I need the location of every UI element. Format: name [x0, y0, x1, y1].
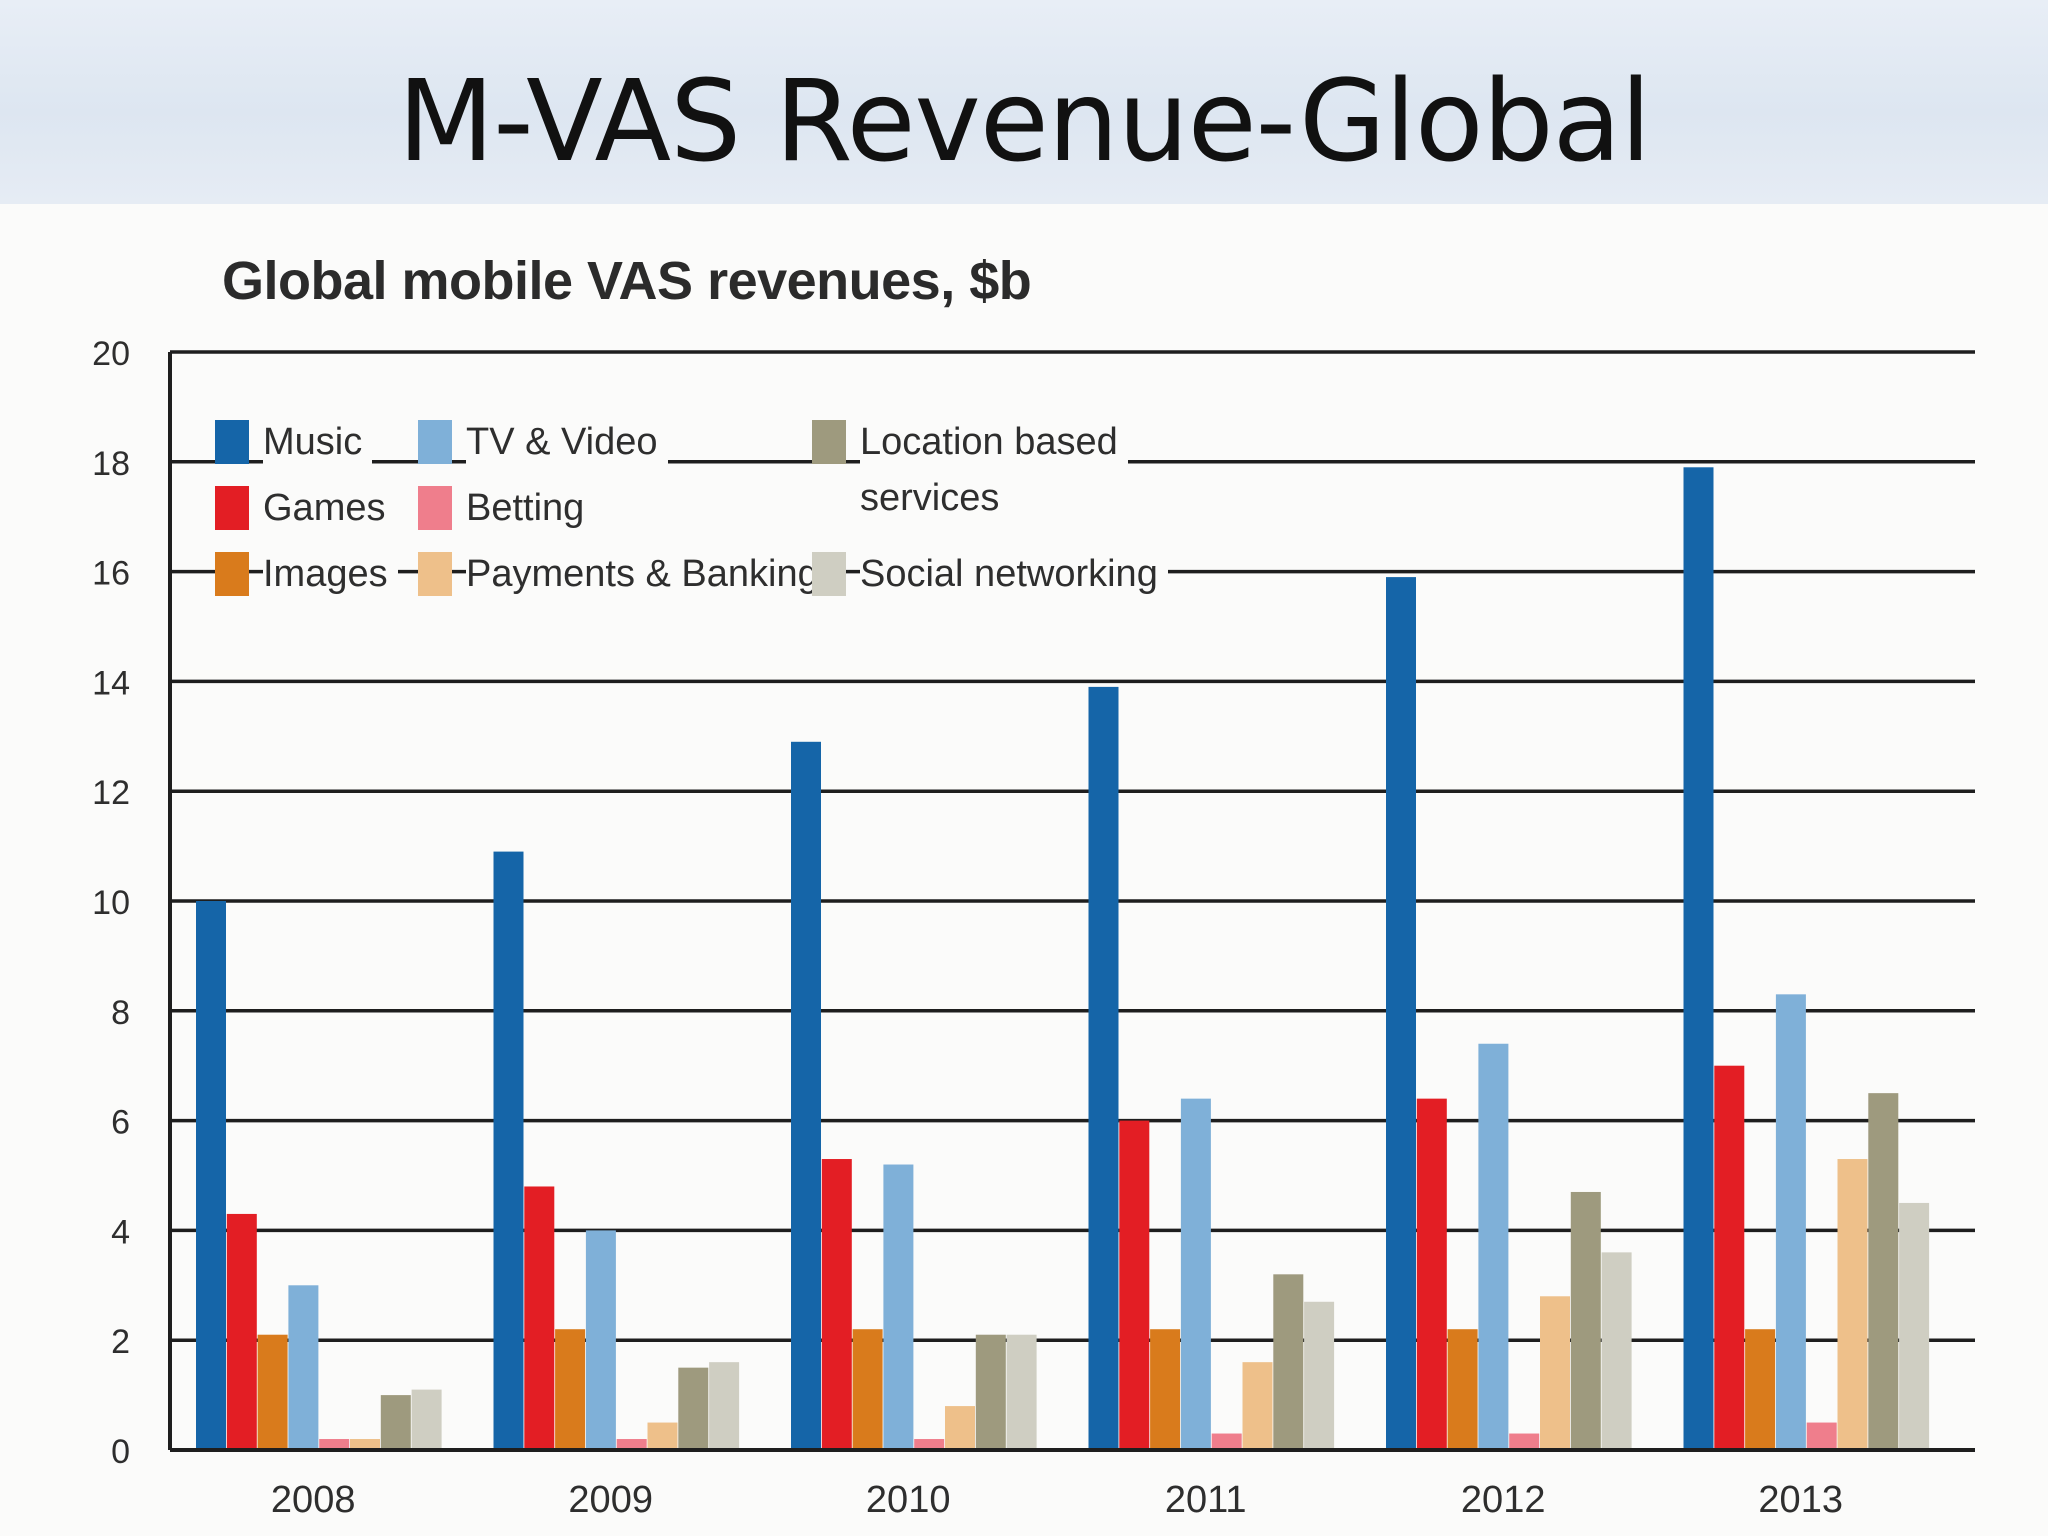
bar-payments-banking-2010 — [945, 1406, 975, 1448]
x-tick-label: 2010 — [866, 1479, 951, 1521]
bar-images-2011 — [1150, 1329, 1181, 1448]
slide-header: M-VAS Revenue-Global — [0, 0, 2048, 204]
bar-tv-video-2008 — [288, 1285, 319, 1448]
y-tick-label: 8 — [111, 994, 130, 1032]
bar-social-networking-2011 — [1304, 1301, 1335, 1448]
bar-tv-video-2009 — [585, 1230, 616, 1448]
x-tick-label: 2008 — [271, 1479, 356, 1521]
bar-games-2011 — [1119, 1120, 1150, 1448]
y-tick-label: 12 — [92, 774, 130, 812]
bar-tv-video-2012 — [1478, 1043, 1509, 1448]
bar-music-2013 — [1683, 467, 1714, 1448]
bar-social-networking-2012 — [1601, 1252, 1632, 1448]
bar-betting-2009 — [616, 1439, 647, 1448]
bar-betting-2011 — [1211, 1433, 1242, 1448]
bar-games-2012 — [1416, 1098, 1447, 1448]
bar-tv-video-2013 — [1775, 994, 1806, 1448]
y-tick-label: 0 — [111, 1433, 130, 1471]
bar-images-2010 — [852, 1329, 883, 1448]
bar-music-2012 — [1386, 577, 1416, 1448]
x-tick-label: 2011 — [1165, 1479, 1247, 1521]
chart-title: Global mobile VAS revenues, $b — [222, 251, 1032, 311]
bar-payments-banking-2008 — [350, 1439, 380, 1448]
bar-payments-banking-2012 — [1540, 1296, 1570, 1448]
bar-music-2010 — [791, 741, 821, 1448]
bar-images-2009 — [555, 1329, 586, 1448]
bar-social-networking-2009 — [709, 1362, 740, 1448]
bar-social-networking-2010 — [1006, 1334, 1037, 1448]
y-tick-label: 10 — [92, 884, 130, 922]
bar-betting-2013 — [1806, 1422, 1837, 1448]
x-tick-label: 2013 — [1758, 1479, 1843, 1521]
x-tick-label: 2009 — [568, 1479, 653, 1521]
bar-music-2008 — [196, 901, 226, 1448]
y-tick-label: 20 — [92, 335, 130, 373]
x-tick-label: 2012 — [1461, 1479, 1546, 1521]
y-tick-label: 2 — [111, 1323, 130, 1361]
y-tick-label: 6 — [111, 1104, 130, 1142]
bar-social-networking-2013 — [1899, 1202, 1930, 1448]
bar-images-2013 — [1745, 1329, 1776, 1448]
bar-music-2009 — [493, 851, 524, 1448]
bar-payments-banking-2013 — [1837, 1159, 1868, 1448]
slide-title: M-VAS Revenue-Global — [397, 57, 1652, 187]
bar-images-2008 — [257, 1334, 288, 1448]
bar-betting-2010 — [914, 1439, 945, 1448]
bar-payments-banking-2009 — [647, 1422, 678, 1448]
bar-social-networking-2008 — [411, 1389, 442, 1448]
bar-location-based-services-2011 — [1273, 1274, 1304, 1448]
bar-games-2013 — [1714, 1065, 1745, 1448]
bar-payments-banking-2011 — [1242, 1362, 1273, 1448]
bar-games-2008 — [226, 1213, 257, 1448]
bar-games-2009 — [524, 1186, 555, 1448]
bar-betting-2012 — [1509, 1433, 1540, 1448]
bar-tv-video-2011 — [1180, 1098, 1211, 1448]
bar-tv-video-2010 — [883, 1164, 914, 1448]
bar-games-2010 — [821, 1159, 852, 1448]
y-tick-label: 18 — [92, 445, 130, 483]
y-tick-label: 4 — [111, 1213, 130, 1251]
bar-location-based-services-2012 — [1570, 1191, 1601, 1448]
y-tick-label: 14 — [92, 664, 130, 702]
bar-location-based-services-2008 — [380, 1395, 411, 1448]
bar-location-based-services-2013 — [1868, 1093, 1899, 1448]
bar-music-2011 — [1088, 686, 1119, 1448]
bar-location-based-services-2009 — [678, 1367, 709, 1448]
y-tick-label: 16 — [92, 555, 130, 593]
bar-images-2012 — [1447, 1329, 1478, 1448]
bar-location-based-services-2010 — [975, 1334, 1006, 1448]
bar-betting-2008 — [319, 1439, 350, 1448]
